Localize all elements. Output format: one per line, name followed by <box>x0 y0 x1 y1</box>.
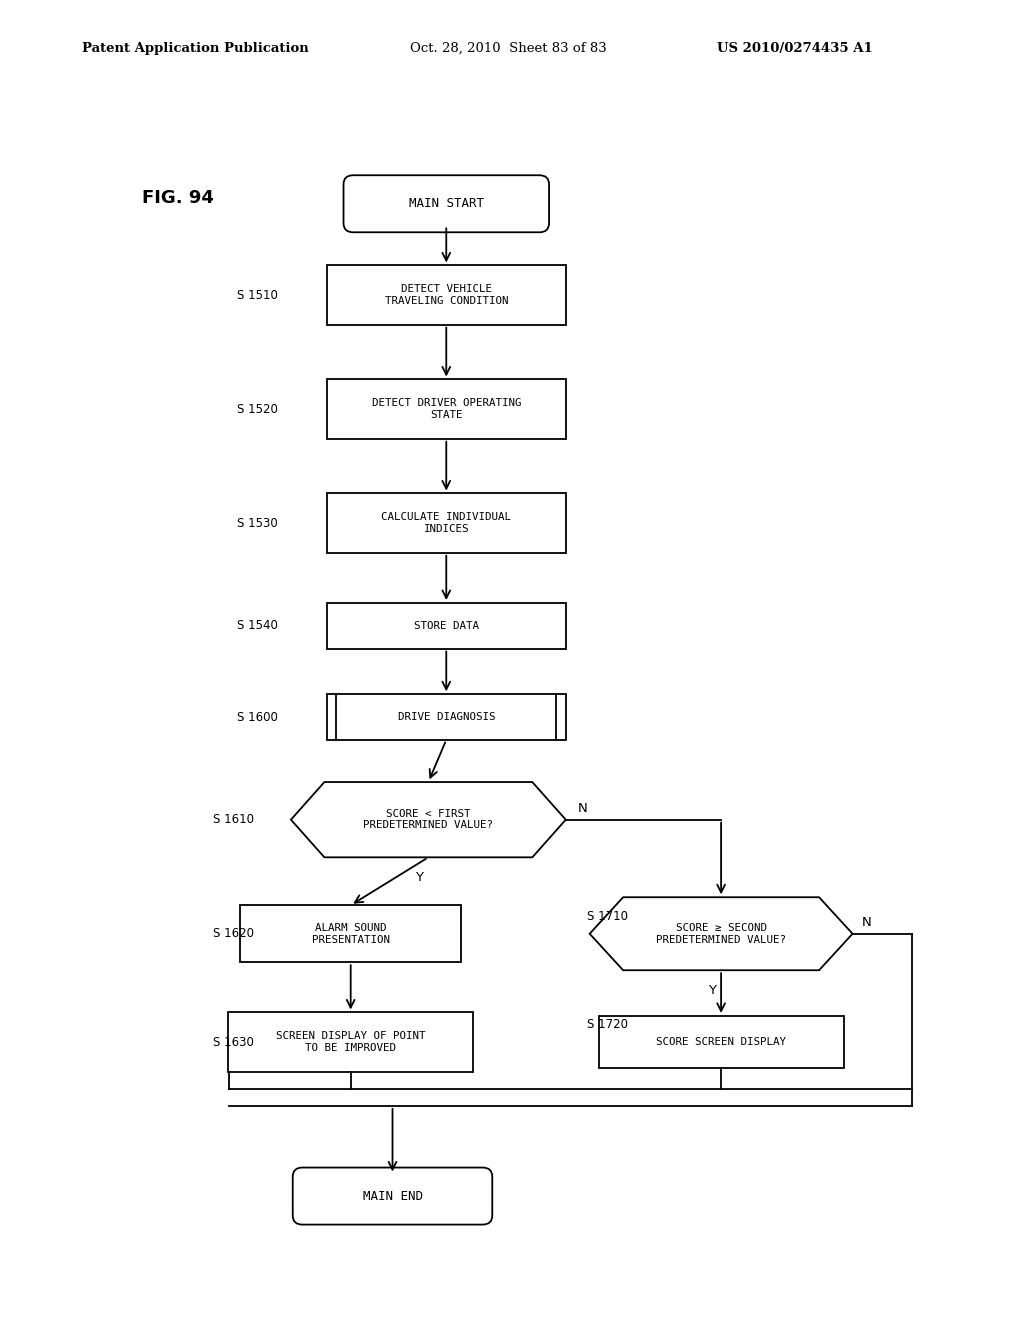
Text: US 2010/0274435 A1: US 2010/0274435 A1 <box>717 42 872 55</box>
Bar <box>241 906 461 962</box>
Polygon shape <box>291 781 566 857</box>
Text: FIG. 94: FIG. 94 <box>141 189 213 207</box>
Bar <box>327 379 566 438</box>
Bar <box>327 494 566 553</box>
Bar <box>228 1012 473 1072</box>
Text: N: N <box>578 801 588 814</box>
Text: CALCULATE INDIVIDUAL
INDICES: CALCULATE INDIVIDUAL INDICES <box>381 512 511 533</box>
Text: SCORE SCREEN DISPLAY: SCORE SCREEN DISPLAY <box>656 1038 786 1047</box>
Text: SCORE < FIRST
PREDETERMINED VALUE?: SCORE < FIRST PREDETERMINED VALUE? <box>364 809 494 830</box>
Text: S 1610: S 1610 <box>213 813 254 826</box>
FancyBboxPatch shape <box>343 176 549 232</box>
Text: MAIN START: MAIN START <box>409 197 483 210</box>
Text: ALARM SOUND
PRESENTATION: ALARM SOUND PRESENTATION <box>311 923 390 945</box>
Bar <box>599 1016 844 1068</box>
Text: S 1600: S 1600 <box>238 710 279 723</box>
Text: S 1510: S 1510 <box>238 289 279 301</box>
Text: Y: Y <box>708 985 716 998</box>
Text: S 1520: S 1520 <box>238 403 279 416</box>
Text: S 1530: S 1530 <box>238 516 278 529</box>
Text: MAIN END: MAIN END <box>362 1189 423 1203</box>
Text: DETECT VEHICLE
TRAVELING CONDITION: DETECT VEHICLE TRAVELING CONDITION <box>385 284 508 306</box>
Bar <box>327 603 566 648</box>
Text: Y: Y <box>415 871 423 884</box>
Text: Patent Application Publication: Patent Application Publication <box>82 42 308 55</box>
Text: N: N <box>862 916 871 929</box>
Text: STORE DATA: STORE DATA <box>414 620 479 631</box>
Text: DRIVE DIAGNOSIS: DRIVE DIAGNOSIS <box>397 711 495 722</box>
Bar <box>327 265 566 325</box>
FancyBboxPatch shape <box>293 1168 493 1225</box>
Text: SCREEN DISPLAY OF POINT
TO BE IMPROVED: SCREEN DISPLAY OF POINT TO BE IMPROVED <box>275 1031 425 1053</box>
Text: S 1630: S 1630 <box>213 1036 254 1048</box>
Text: Oct. 28, 2010  Sheet 83 of 83: Oct. 28, 2010 Sheet 83 of 83 <box>410 42 606 55</box>
Text: S 1710: S 1710 <box>588 909 629 923</box>
Polygon shape <box>590 898 853 970</box>
Text: S 1540: S 1540 <box>238 619 279 632</box>
Text: DETECT DRIVER OPERATING
STATE: DETECT DRIVER OPERATING STATE <box>372 399 521 420</box>
Bar <box>327 694 566 739</box>
Text: S 1720: S 1720 <box>588 1019 629 1031</box>
Text: SCORE ≥ SECOND
PREDETERMINED VALUE?: SCORE ≥ SECOND PREDETERMINED VALUE? <box>656 923 786 945</box>
Text: S 1620: S 1620 <box>213 927 254 940</box>
